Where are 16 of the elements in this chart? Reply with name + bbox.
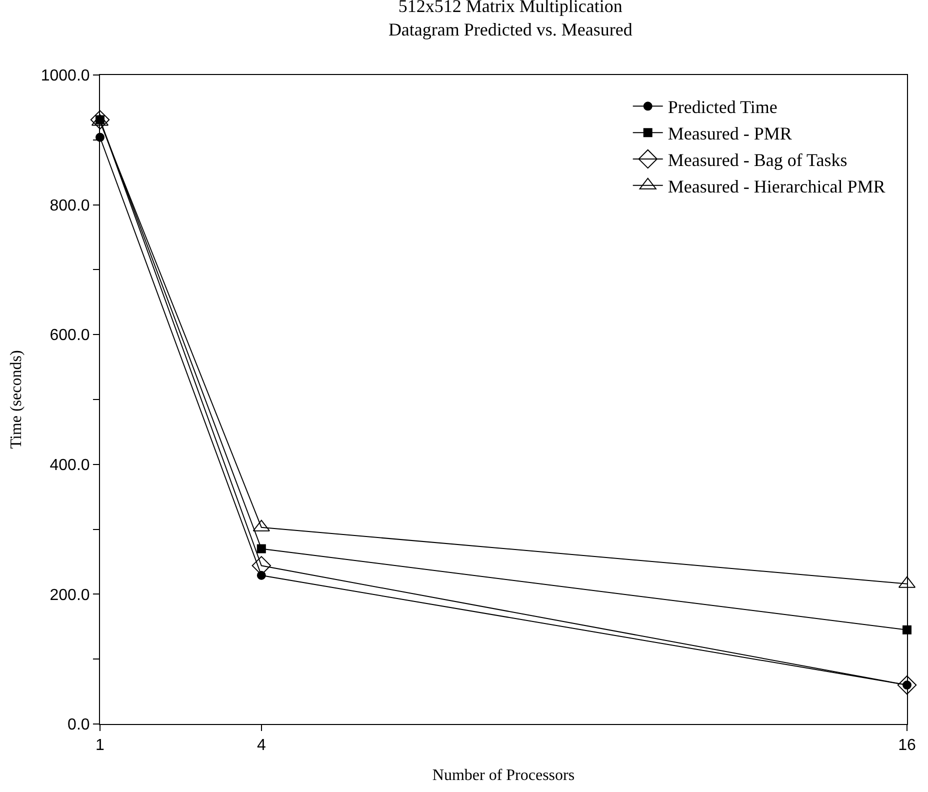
y-tick-label: 1000.0 xyxy=(40,68,90,85)
y-axis-title: Time (seconds) xyxy=(8,350,25,449)
x-axis-title: Number of Processors xyxy=(432,766,575,784)
legend-label: Predicted Time xyxy=(668,97,778,118)
legend-label: Measured - Bag of Tasks xyxy=(668,150,848,170)
y-tick-label: 0.0 xyxy=(68,716,90,734)
x-tick-label: 1 xyxy=(96,737,105,754)
y-tick-label: 200.0 xyxy=(50,586,90,604)
y-tick-label: 600.0 xyxy=(50,327,90,344)
legend-label: Measured - Hierarchical PMR xyxy=(668,176,886,196)
legend-label: Measured - PMR xyxy=(668,124,792,144)
y-tick-label: 400.0 xyxy=(50,457,90,474)
x-tick-label: 16 xyxy=(898,737,916,754)
y-tick-label: 800.0 xyxy=(50,197,90,214)
chart-subtitle: Datagram Predicted vs. Measured xyxy=(388,19,632,40)
x-tick-label: 4 xyxy=(256,737,266,754)
